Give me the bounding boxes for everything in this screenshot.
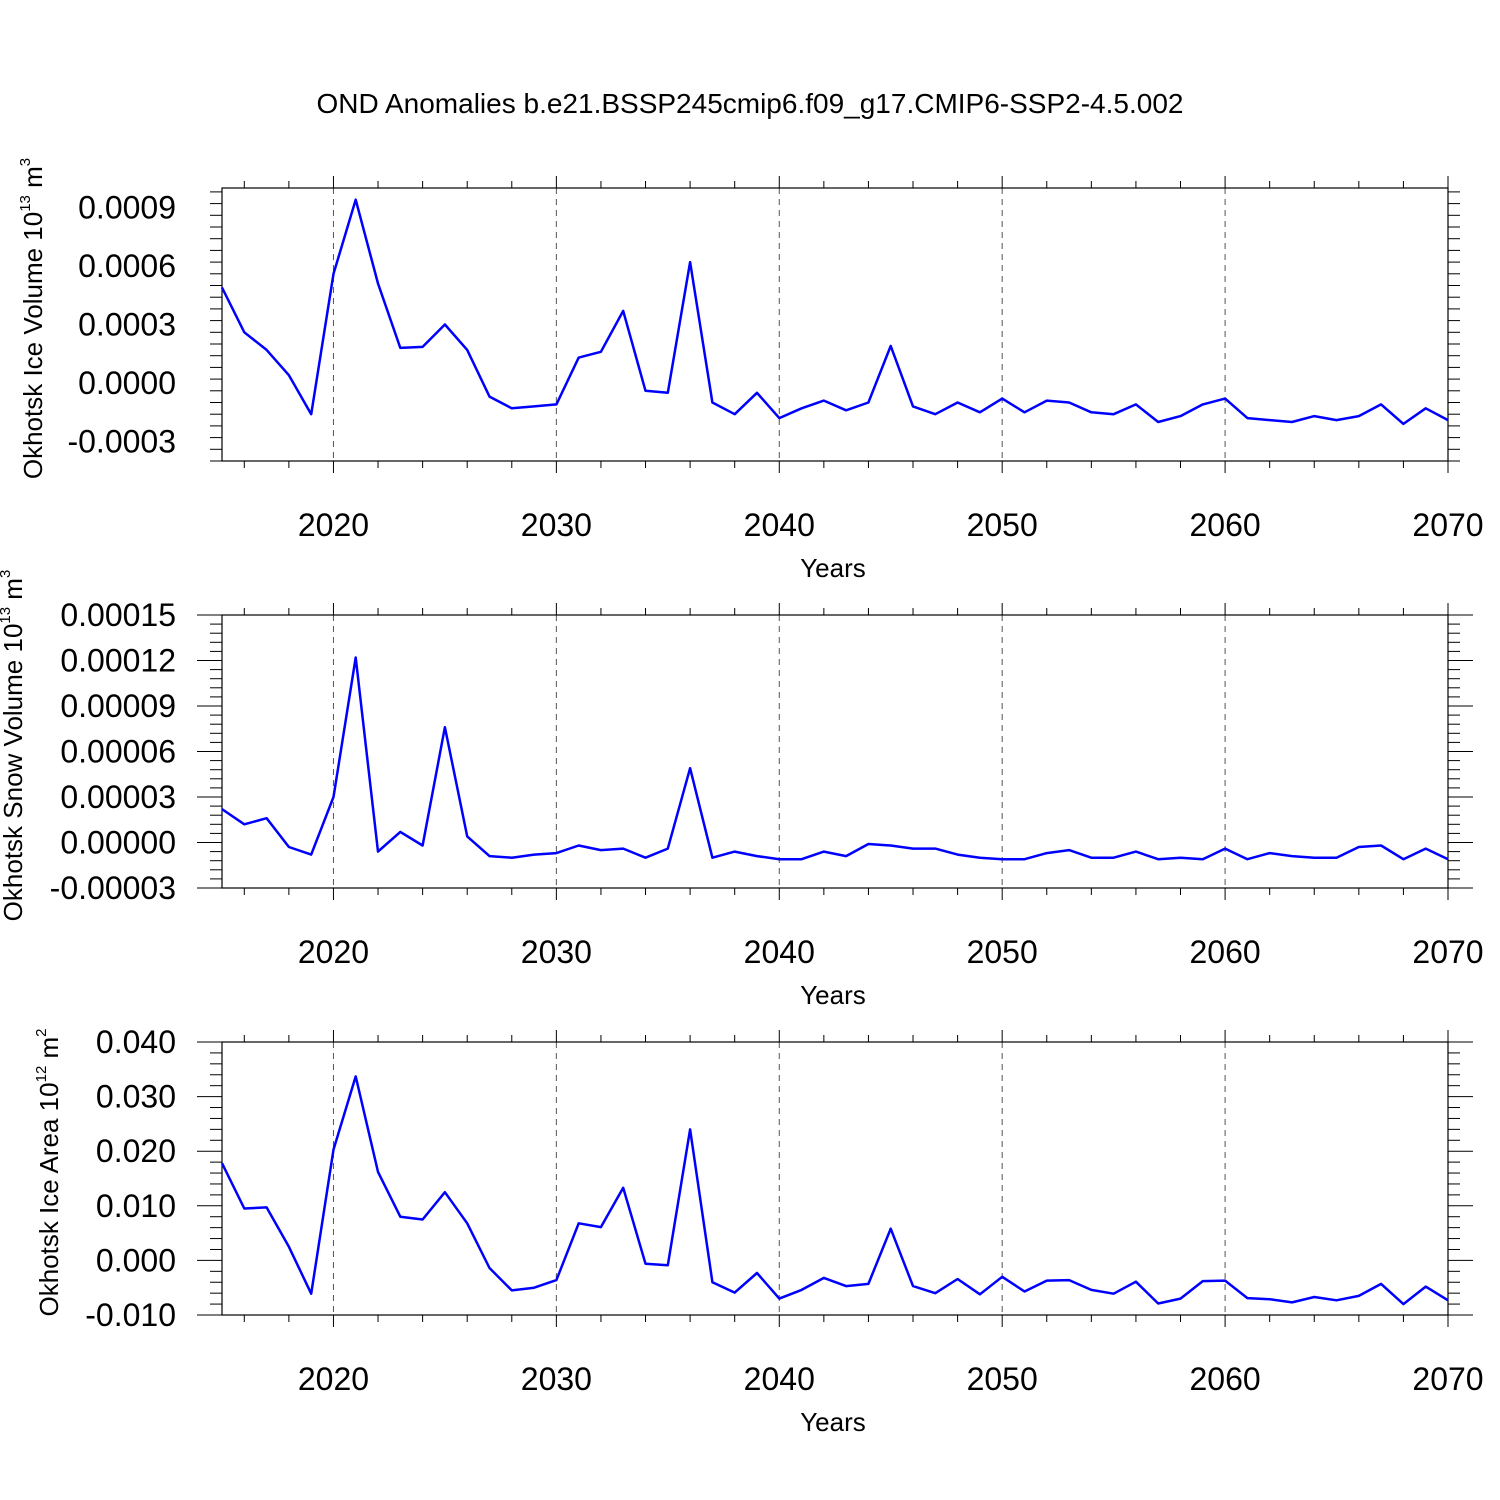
y-tick-label: 0.010	[96, 1188, 176, 1224]
x-tick-label: 2050	[967, 1361, 1038, 1397]
x-tick-label: 2030	[521, 1361, 592, 1397]
x-tick-label: 2040	[744, 1361, 815, 1397]
x-tick-label: 2050	[967, 934, 1038, 970]
x-tick-label: 2030	[521, 934, 592, 970]
x-tick-label: 2070	[1412, 1361, 1483, 1397]
y-tick-label: 0.030	[96, 1079, 176, 1115]
plot-frame	[221, 1041, 1449, 1316]
x-tick-label: 2040	[744, 934, 815, 970]
y-tick-label: 0.0009	[78, 190, 176, 226]
y-tick-label: 0.040	[96, 1024, 176, 1060]
y-axis-title: Okhotsk Ice Volume 1013 m3	[17, 158, 48, 479]
y-tick-label: 0.00009	[60, 688, 176, 724]
x-tick-label: 2030	[521, 507, 592, 543]
x-tick-label: 2020	[298, 934, 369, 970]
x-tick-label: 2040	[744, 507, 815, 543]
figure-title: OND Anomalies b.e21.BSSP245cmip6.f09_g17…	[317, 88, 1184, 119]
x-tick-label: 2050	[967, 507, 1038, 543]
series-line	[220, 198, 1449, 426]
plot-frame	[221, 187, 1449, 462]
x-tick-label: 2070	[1412, 507, 1483, 543]
y-tick-label: 0.00006	[60, 734, 176, 770]
x-axis-title: Years	[800, 980, 866, 1010]
y-tick-label: 0.00003	[60, 779, 176, 815]
y-tick-label: -0.0003	[67, 424, 176, 460]
y-tick-label: -0.010	[85, 1297, 176, 1333]
chart-panel-3: 0.040 0.030 0.020 0.010 0.000 -0.010 2020 2030 2…	[33, 1024, 1484, 1437]
y-tick-label: 0.0006	[78, 248, 176, 284]
x-tick-label: 2060	[1189, 1361, 1260, 1397]
y-axis-title: Okhotsk Ice Area 1012 m2	[33, 1028, 64, 1316]
x-axis-title: Years	[800, 1407, 866, 1437]
chart-panel-1: 0.0009 0.0006 0.0003 0.0000 -0.0003 2020 2030 2…	[17, 158, 1484, 583]
x-tick-label: 2070	[1412, 934, 1483, 970]
x-axis-title: Years	[800, 553, 866, 583]
y-tick-label: 0.0000	[78, 365, 176, 401]
x-tick-label: 2020	[298, 1361, 369, 1397]
y-tick-label: -0.00003	[50, 870, 176, 906]
series-line	[221, 656, 1449, 861]
y-tick-label: 0.0003	[78, 307, 176, 343]
x-tick-label: 2020	[298, 507, 369, 543]
y-tick-label: 0.000	[96, 1242, 176, 1278]
y-tick-label: 0.00012	[60, 643, 176, 679]
series-line	[220, 1075, 1449, 1306]
y-tick-label: 0.020	[96, 1133, 176, 1169]
y-axis-title: Okhotsk Snow Volume 1013 m3	[0, 570, 28, 922]
chart-panel-2: 0.00015 0.00012 0.00009 0.00006 0.00003 0.000…	[0, 570, 1484, 1010]
x-tick-label: 2060	[1189, 507, 1260, 543]
y-tick-label: 0.00000	[60, 825, 176, 861]
x-tick-label: 2060	[1189, 934, 1260, 970]
y-tick-label: 0.00015	[60, 597, 176, 633]
